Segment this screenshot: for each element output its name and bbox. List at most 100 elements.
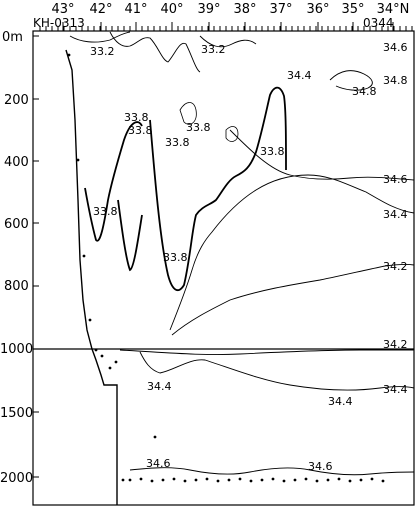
contour-label: 34.4	[147, 380, 172, 393]
contour-label: 34.6	[146, 457, 171, 470]
contour-line-34-4-lower	[139, 351, 415, 391]
contour-line-34-2	[171, 263, 415, 336]
sample-points	[67, 53, 385, 483]
contour-line-34-6	[229, 129, 415, 181]
latitude-label: 38°	[233, 2, 256, 17]
sample-dot	[108, 366, 112, 370]
sample-dot	[216, 479, 220, 483]
station-tick-marks	[39, 22, 413, 31]
depth-label: 2000	[0, 471, 33, 486]
contour-line-33-8-deep	[149, 86, 287, 292]
contour-line-scatter	[179, 102, 197, 125]
station-start-label: KH-0313	[33, 16, 85, 30]
contour-line-34-6-lower	[129, 467, 415, 476]
contour-label: 33.8	[163, 251, 188, 264]
contour-labels: 33.2 33.2 34.6 34.4 34.8 34.8 33.8 33.8 …	[90, 41, 408, 473]
latitude-label: 43°	[51, 2, 74, 17]
sample-dot	[153, 435, 157, 439]
sample-dot	[139, 477, 143, 481]
contour-line-33-2-right	[199, 35, 257, 48]
contour-line-33-2-peaks	[109, 31, 201, 73]
contour-line-33-2-left	[69, 31, 131, 43]
contour-line-33-8-central	[117, 199, 143, 272]
contour-label: 34.6	[383, 173, 408, 186]
sample-dot	[238, 477, 242, 481]
depth-label: 0m	[2, 30, 23, 45]
sample-dot	[337, 477, 341, 481]
sample-dot	[370, 477, 374, 481]
latitude-label: 35°	[341, 2, 364, 17]
contour-label: 34.6	[308, 460, 333, 473]
contour-label: 33.2	[90, 45, 115, 58]
sample-dot	[205, 477, 209, 481]
seafloor-profile	[65, 49, 118, 505]
latitude-label: 42°	[89, 2, 112, 17]
plot-frame	[32, 30, 415, 506]
sample-dot	[172, 477, 176, 481]
depth-label: 800	[4, 279, 29, 294]
sample-dot	[82, 254, 86, 258]
sample-dot	[260, 478, 264, 482]
latitude-label: 40°	[160, 2, 183, 17]
sample-dot	[359, 478, 363, 482]
depth-label: 400	[4, 155, 29, 170]
contour-label: 33.2	[201, 43, 226, 56]
contour-label: 34.2	[383, 338, 408, 351]
sample-dot	[381, 479, 385, 483]
salinity-contours	[69, 31, 415, 476]
station-end-label: 0344	[363, 16, 394, 30]
sample-dot	[121, 478, 125, 482]
contour-label: 34.8	[383, 74, 408, 87]
contour-label: 33.8	[124, 111, 149, 124]
latitude-label: 39°	[197, 2, 220, 17]
sample-dot	[326, 478, 330, 482]
latitude-label: 34°N	[377, 2, 410, 17]
contour-label: 33.8	[93, 205, 118, 218]
latitude-label: 41°	[124, 2, 147, 17]
contour-label: 34.4	[383, 383, 408, 396]
sample-dot	[282, 479, 286, 483]
sample-dot	[348, 479, 352, 483]
depth-tick-labels: 0m 200 400 600 800 1000 1500 2000	[0, 30, 33, 486]
sample-dot	[100, 354, 104, 358]
contour-line-34-4	[169, 174, 415, 331]
contour-label: 34.4	[328, 395, 353, 408]
sample-dot	[128, 478, 132, 482]
sample-dot	[114, 360, 118, 364]
contour-label: 34.2	[383, 260, 408, 273]
sample-dot	[161, 478, 165, 482]
contour-line-34-2-lower	[119, 349, 414, 355]
contour-line-scatter	[225, 126, 239, 142]
contour-label: 33.8	[186, 121, 211, 134]
contour-line-33-8-north	[84, 121, 143, 242]
contour-line-34-8	[329, 70, 373, 91]
depth-label: 600	[4, 217, 29, 232]
sample-dot	[304, 477, 308, 481]
contour-label: 34.4	[287, 69, 312, 82]
sample-dot	[76, 158, 80, 162]
contour-label: 33.8	[128, 124, 153, 137]
sample-dot	[67, 53, 71, 57]
sample-dot	[150, 479, 154, 483]
contour-label: 33.8	[165, 136, 190, 149]
contour-label: 34.4	[383, 208, 408, 221]
sample-dot	[249, 479, 253, 483]
sample-dot	[183, 479, 187, 483]
depth-label: 1500	[0, 406, 33, 421]
contour-label: 33.8	[260, 145, 285, 158]
sample-dot	[227, 478, 231, 482]
contour-label: 34.8	[352, 85, 377, 98]
sample-dot	[293, 478, 297, 482]
sample-dot	[94, 348, 98, 352]
latitude-label: 37°	[269, 2, 292, 17]
sample-dot	[271, 477, 275, 481]
latitude-tick-labels: 43° 42° 41° 40° 39° 38° 37° 36° 35° 34°N	[51, 2, 409, 17]
sample-dot	[194, 478, 198, 482]
latitude-label: 36°	[306, 2, 329, 17]
sample-dot	[315, 479, 319, 483]
contour-label: 34.6	[383, 41, 408, 54]
depth-label: 200	[4, 93, 29, 108]
depth-label: 1000	[0, 342, 33, 357]
depth-tick-marks	[33, 35, 39, 478]
